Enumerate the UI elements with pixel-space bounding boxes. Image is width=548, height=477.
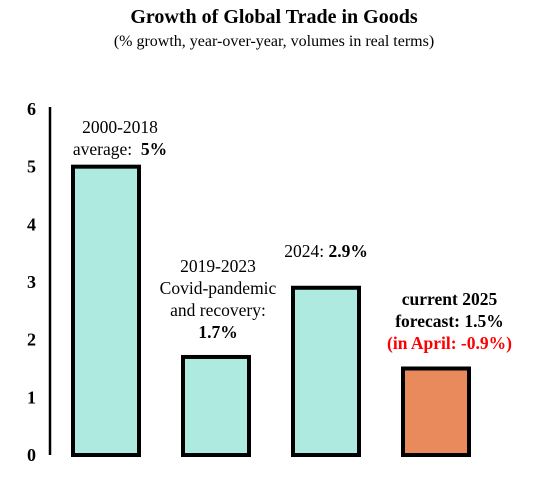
- chart-title: Growth of Global Trade in Goods: [130, 6, 418, 28]
- chart-subtitle: (% growth, year-over-year, volumes in re…: [113, 33, 435, 50]
- y-tick-label: 2: [27, 330, 36, 350]
- y-tick-label: 0: [27, 445, 36, 465]
- y-tick-label: 6: [27, 99, 36, 119]
- annotation-text: current 2025: [401, 289, 498, 309]
- bar: [71, 164, 141, 458]
- annotation-2024: 2024: 2.9%: [264, 240, 388, 262]
- annotation-text: and recovery:: [170, 300, 266, 320]
- annotation-text: 2019-2023: [180, 256, 256, 276]
- annotation-value: 2.9%: [328, 241, 368, 261]
- y-tick-label: 1: [27, 387, 36, 407]
- annotation-text: 2000-2018: [82, 117, 158, 137]
- annotation-text: forecast: 1.5%: [395, 311, 504, 331]
- annotation-text: 2024:: [284, 241, 325, 261]
- annotation-text: average:: [72, 139, 133, 159]
- bar: [181, 354, 251, 458]
- annotation-value: 1.7%: [198, 322, 238, 342]
- annotation-line: average: 5%: [58, 138, 182, 160]
- bar: [401, 366, 471, 457]
- y-tick-label: 4: [27, 214, 36, 234]
- y-tick-label: 5: [27, 157, 36, 177]
- annotation-2019-2023: 2019-2023 Covid-pandemic and recovery: 1…: [143, 255, 293, 343]
- annotation-2000-2018: 2000-2018 average: 5%: [58, 116, 182, 160]
- annotation-april-value: (in April: -0.9%): [387, 333, 512, 353]
- annotation-text: Covid-pandemic: [159, 278, 277, 298]
- annotation-2025-forecast: current 2025 forecast: 1.5% (in April: -…: [362, 288, 537, 354]
- y-tick-label: 3: [27, 272, 36, 292]
- bar: [291, 285, 361, 457]
- annotation-value: 5%: [140, 139, 168, 159]
